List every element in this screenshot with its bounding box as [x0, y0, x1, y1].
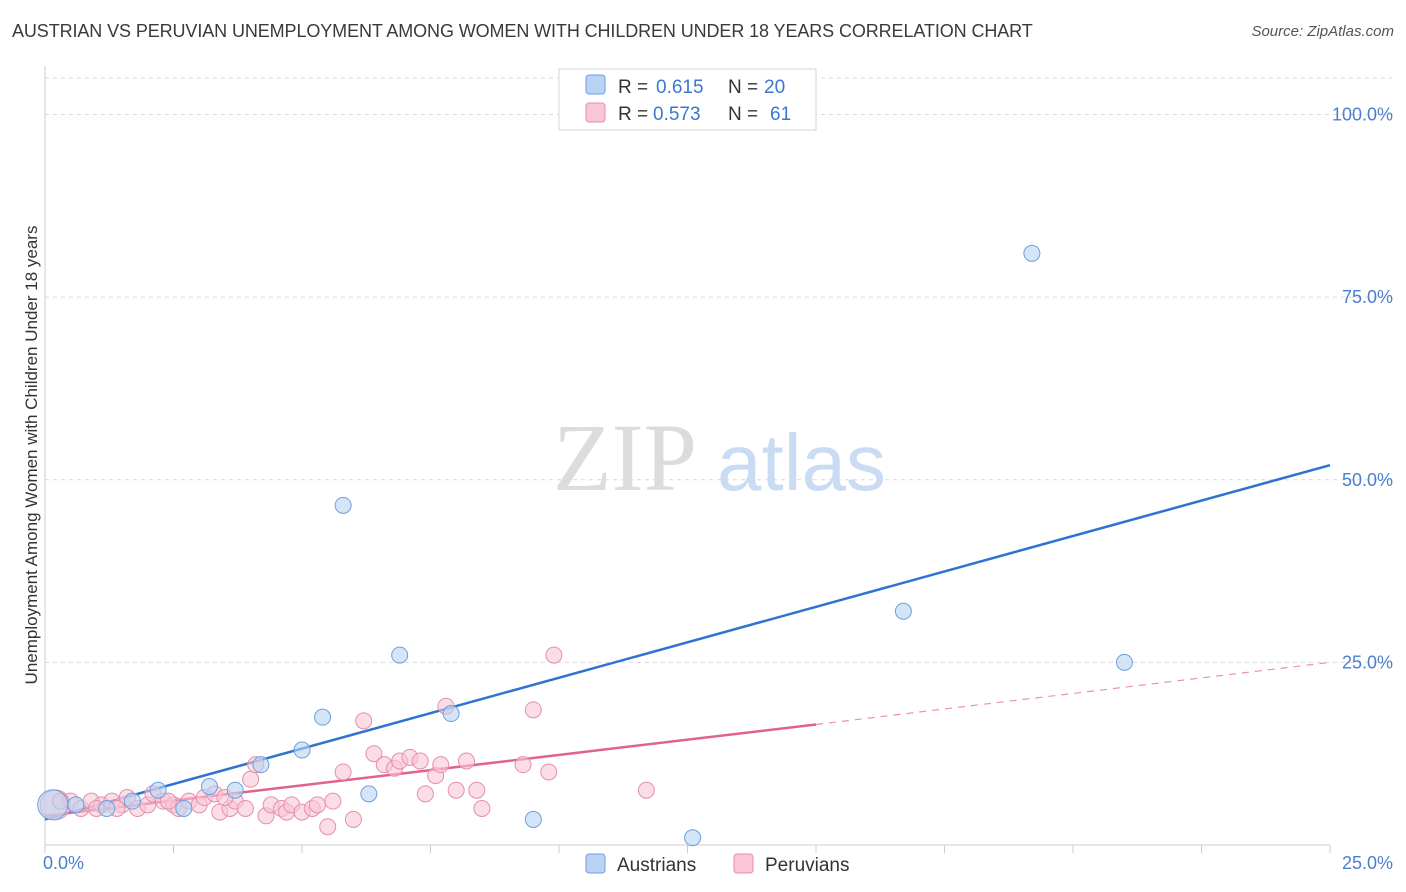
peruvian-point [242, 770, 260, 788]
peruvian-point [159, 792, 177, 810]
austrian-point [175, 799, 193, 817]
peruvian-point [524, 701, 542, 719]
legend-swatch-peruvians [585, 102, 606, 123]
austrian-point [123, 792, 141, 810]
bottom-legend-label-austrians: Austrians [617, 855, 696, 876]
peruvian-point [473, 799, 491, 817]
legend: R = 0.615 N = 20 R = 0.573 N = 61 [558, 68, 817, 131]
bottom-legend-label-peruvians: Peruvians [765, 855, 850, 876]
austrian-point [1023, 244, 1041, 262]
watermark-atlas: atlas [717, 418, 886, 507]
austrian-point [293, 741, 311, 759]
bottom-legend-swatch-peruvians [733, 853, 754, 874]
peruvian-point [308, 796, 326, 814]
legend-r-value: 0.573 [653, 104, 701, 125]
austrian-point [894, 602, 912, 620]
austrian-point [37, 789, 69, 821]
austrian-point [1115, 653, 1133, 671]
peruvian-point [637, 781, 655, 799]
source-credit: Source: ZipAtlas.com [1251, 23, 1394, 40]
watermark-zip: ZIP [553, 404, 697, 511]
austrian-point [314, 708, 332, 726]
legend-n-label: N = [728, 104, 758, 125]
watermark: ZIP atlas [553, 404, 886, 511]
peruvian-trendline-extension [815, 661, 1331, 726]
austrian-point [67, 796, 85, 814]
peruvian-point [411, 752, 429, 770]
peruvian-point [319, 818, 337, 836]
gridlines [45, 77, 1392, 663]
peruvian-point [365, 745, 383, 763]
x-tick-label: 0.0% [43, 853, 84, 873]
austrian-point [360, 785, 378, 803]
austrian-point [391, 646, 409, 664]
legend-n-value: 61 [770, 104, 791, 125]
axes [44, 66, 1331, 853]
y-tick-label: 75.0% [1342, 287, 1393, 307]
bottom-legend-swatch-austrians [585, 853, 606, 874]
peruvian-point [334, 763, 352, 781]
legend-r-label: R = [618, 77, 648, 98]
peruvian-point [540, 763, 558, 781]
legend-n-label: N = [728, 77, 758, 98]
trendlines [44, 463, 1331, 821]
data-points [37, 244, 1133, 847]
austrian-point [334, 496, 352, 514]
y-tick-labels: 25.0% 50.0% 75.0% 100.0% [1332, 105, 1393, 673]
y-axis-title: Unemployment Among Women with Children U… [22, 226, 41, 685]
austrian-point [442, 705, 460, 723]
austrian-point [98, 799, 116, 817]
y-tick-label: 100.0% [1332, 105, 1393, 125]
y-tick-label: 50.0% [1342, 470, 1393, 490]
peruvian-point [432, 756, 450, 774]
chart-title: AUSTRIAN VS PERUVIAN UNEMPLOYMENT AMONG … [12, 21, 1033, 41]
austrian-point [226, 781, 244, 799]
peruvian-point [457, 752, 475, 770]
austrian-point [524, 810, 542, 828]
bottom-legend: Austrians Peruvians [585, 853, 850, 876]
austrian-point [252, 756, 270, 774]
austrian-point [149, 781, 167, 799]
peruvian-point [468, 781, 486, 799]
legend-swatch-austrians [585, 74, 606, 95]
y-tick-label: 25.0% [1342, 652, 1393, 672]
peruvian-point [447, 781, 465, 799]
peruvian-point [545, 646, 563, 664]
legend-r-label: R = [618, 104, 648, 125]
peruvian-point [236, 799, 254, 817]
austrian-point [684, 829, 702, 847]
austrian-point [200, 778, 218, 796]
peruvian-point [355, 712, 373, 730]
peruvian-point [324, 792, 342, 810]
peruvian-point [344, 810, 362, 828]
peruvian-point [416, 785, 434, 803]
legend-r-value: 0.615 [656, 77, 704, 98]
x-tick-labels: 0.0% 25.0% [43, 853, 1393, 873]
austrian-trendline [44, 463, 1331, 821]
legend-n-value: 20 [764, 77, 785, 98]
x-tick-label: 25.0% [1342, 853, 1393, 873]
peruvian-point [514, 756, 532, 774]
